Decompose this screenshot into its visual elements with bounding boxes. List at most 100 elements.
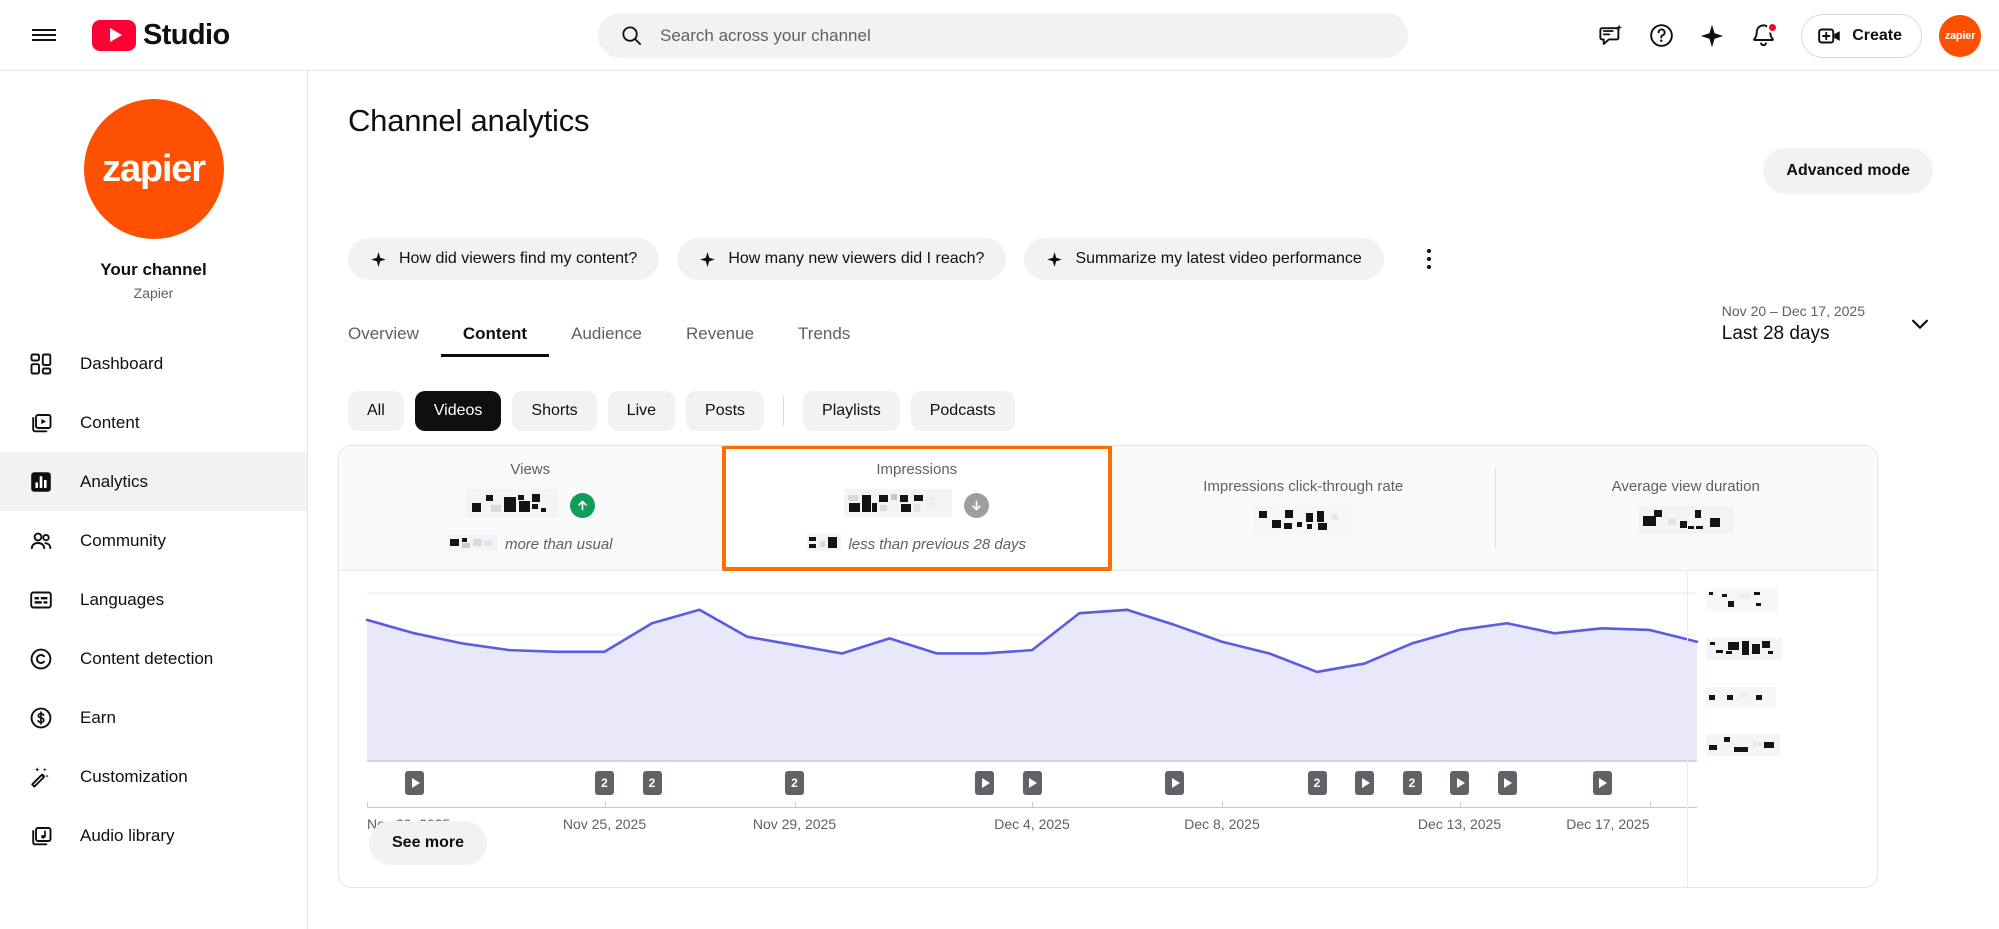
filter-chip-playlists[interactable]: Playlists <box>803 391 900 431</box>
filter-chip-podcasts[interactable]: Podcasts <box>910 391 1015 431</box>
filter-chip-label: Posts <box>705 402 746 419</box>
date-range-selector[interactable]: Nov 20 – Dec 17, 2025 Last 28 days <box>1722 303 1933 345</box>
sidebar-item-languages[interactable]: Languages <box>0 570 307 629</box>
tab-overview[interactable]: Overview <box>348 311 441 357</box>
marker-count-label: 2 <box>791 776 798 790</box>
date-range-preset: Last 28 days <box>1721 323 1830 344</box>
metric-card-impressions[interactable]: Impressions <box>721 446 1112 571</box>
metric-value-row <box>844 489 990 522</box>
metric-value-redacted <box>1254 505 1353 539</box>
tab-label: Revenue <box>685 324 755 343</box>
metric-value-redacted <box>844 489 953 522</box>
sidebar-item-earn[interactable]: Earn <box>0 688 307 747</box>
video-marker-icon[interactable] <box>1592 771 1612 795</box>
kebab-menu-icon[interactable] <box>1410 240 1448 278</box>
x-axis-label: Dec 13, 2025 <box>1417 816 1502 832</box>
video-marker-icon[interactable] <box>1450 771 1469 795</box>
account-avatar[interactable]: zapier <box>1939 14 1981 57</box>
x-axis-label: Nov 29, 2025 <box>752 816 837 832</box>
metrics-row: Views <box>339 446 1877 571</box>
top-bar: Studio Search across your channel <box>0 0 1999 71</box>
ai-sparkle-icon[interactable] <box>1688 12 1736 60</box>
dashboard-icon <box>28 351 54 377</box>
ai-chip-find-content[interactable]: How did viewers find my content? <box>348 238 660 280</box>
video-count-marker[interactable]: 2 <box>595 771 614 795</box>
video-count-marker[interactable]: 2 <box>642 771 662 795</box>
search-input[interactable]: Search across your channel <box>598 13 1408 58</box>
video-count-marker[interactable]: 2 <box>785 771 804 795</box>
video-marker-icon[interactable] <box>1355 771 1374 795</box>
video-count-marker[interactable]: 2 <box>1402 771 1422 795</box>
youtube-play-icon <box>92 19 136 51</box>
metric-card-impressions-ctr[interactable]: Impressions click-through rate <box>1112 446 1495 570</box>
video-marker-icon[interactable] <box>405 771 424 795</box>
sidebar-item-analytics[interactable]: Analytics <box>0 452 307 511</box>
channel-avatar[interactable]: zapier <box>83 99 224 239</box>
x-axis-tick <box>1222 802 1223 808</box>
metric-delta-redacted <box>807 534 842 555</box>
sidebar-item-customization[interactable]: Customization <box>0 747 307 806</box>
sidebar-item-label: Analytics <box>80 471 149 491</box>
tab-label: Audience <box>571 324 642 343</box>
studio-wordmark: Studio <box>143 18 230 51</box>
see-more-button[interactable]: See more <box>369 821 488 865</box>
sidebar-item-content[interactable]: Content <box>0 393 307 452</box>
top-bar-actions: Create zapier <box>1586 0 1981 71</box>
filter-chip-shorts[interactable]: Shorts <box>512 391 597 431</box>
filter-chip-live[interactable]: Live <box>607 391 676 431</box>
x-axis-tick <box>367 802 368 808</box>
video-marker-icon[interactable] <box>1497 771 1517 795</box>
tab-trends[interactable]: Trends <box>776 311 872 357</box>
feedback-sparkle-icon[interactable] <box>1586 12 1634 60</box>
sidebar-item-audio-library[interactable]: Audio library <box>0 806 307 865</box>
video-marker-icon[interactable] <box>1022 771 1042 795</box>
tab-content[interactable]: Content <box>440 311 550 357</box>
metric-value-redacted <box>1637 505 1734 539</box>
metric-delta: more than usual <box>447 534 613 555</box>
metric-card-average-view-duration[interactable]: Average view duration <box>1494 446 1878 570</box>
create-button[interactable]: Create <box>1801 13 1922 58</box>
marker-count-label: 2 <box>1408 776 1416 790</box>
filter-chip-label: Videos <box>433 402 483 419</box>
help-icon[interactable] <box>1637 12 1685 60</box>
advanced-mode-button[interactable]: Advanced mode <box>1763 148 1933 194</box>
languages-icon <box>28 587 54 613</box>
marker-count-label: 2 <box>601 776 608 790</box>
ai-chip-summarize-performance[interactable]: Summarize my latest video performance <box>1024 238 1384 280</box>
avatar-label: zapier <box>1944 29 1976 42</box>
video-marker-icon[interactable] <box>1165 771 1184 795</box>
sidebar-item-dashboard[interactable]: Dashboard <box>0 334 307 393</box>
chart-line <box>365 608 1699 674</box>
filter-chip-label: All <box>367 402 385 419</box>
play-icon <box>1599 778 1607 788</box>
metric-value-redacted <box>465 489 558 522</box>
filter-chip-posts[interactable]: Posts <box>686 391 765 431</box>
metric-delta-text: more than usual <box>504 536 613 553</box>
sidebar-item-label: Earn <box>80 707 116 727</box>
metric-value-row <box>1637 505 1734 539</box>
sidebar-item-content-detection[interactable]: Content detection <box>0 629 307 688</box>
hamburger-icon[interactable] <box>20 11 68 59</box>
ai-chip-new-viewers[interactable]: How many new viewers did I reach? <box>677 238 1007 280</box>
x-axis-tick <box>1649 802 1651 808</box>
youtube-studio-logo[interactable]: Studio <box>92 19 230 52</box>
video-marker-icon[interactable] <box>975 771 994 795</box>
notifications-bell-icon[interactable] <box>1739 12 1787 60</box>
filter-chip-label: Playlists <box>822 402 881 419</box>
dollar-icon <box>28 705 54 731</box>
audio-library-icon <box>28 823 54 849</box>
tab-revenue[interactable]: Revenue <box>664 311 776 357</box>
sidebar-item-community[interactable]: Community <box>0 511 307 570</box>
filter-chip-all[interactable]: All <box>348 391 404 431</box>
filter-chip-videos[interactable]: Videos <box>414 391 502 431</box>
x-axis-tick <box>1459 802 1461 808</box>
impressions-area-chart[interactable] <box>339 583 1699 833</box>
sidebar-item-label: Dashboard <box>80 353 164 373</box>
metric-card-views[interactable]: Views <box>339 446 722 570</box>
legend-value-redacted <box>1706 638 1782 665</box>
video-count-marker[interactable]: 2 <box>1307 771 1327 795</box>
tab-audience[interactable]: Audience <box>549 311 664 357</box>
x-axis-label: Nov 25, 2025 <box>562 816 647 832</box>
marker-count-label: 2 <box>648 776 656 790</box>
